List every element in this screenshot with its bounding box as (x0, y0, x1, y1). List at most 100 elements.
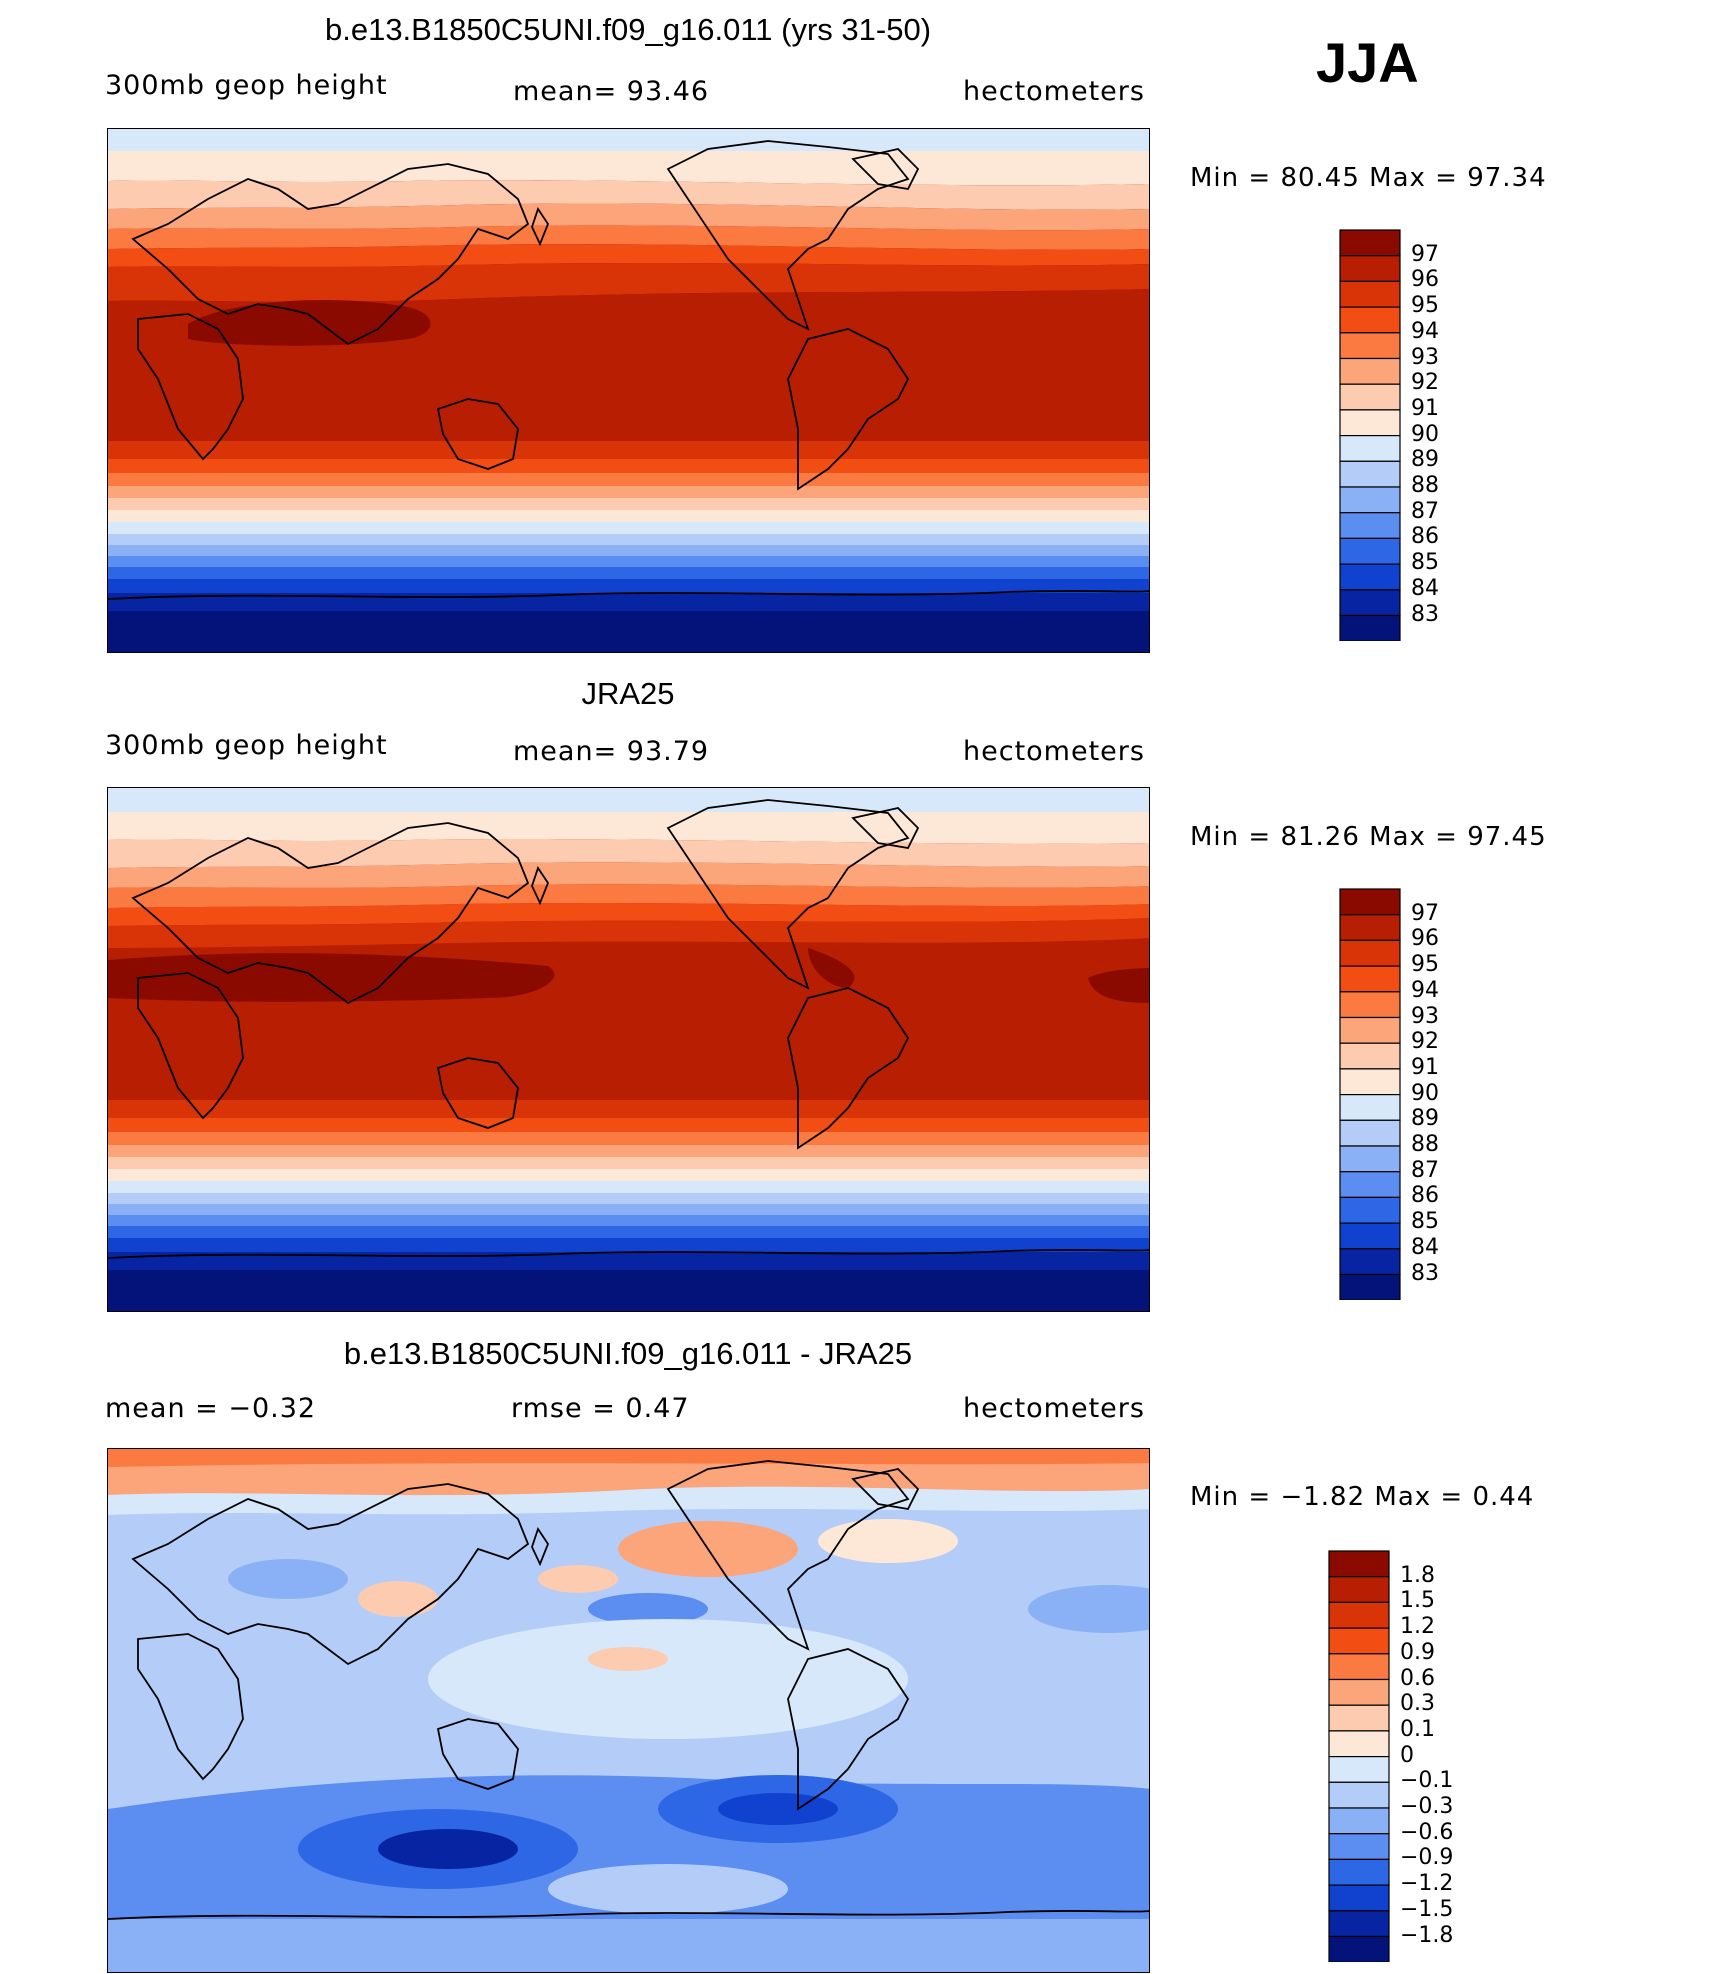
colorbar-swatch (1339, 563, 1401, 591)
panel2-map (107, 787, 1150, 1312)
colorbar-swatch (1339, 1171, 1401, 1199)
colorbar-swatch (1328, 1935, 1390, 1962)
colorbar-swatch (1328, 1807, 1390, 1835)
colorbar-tick-label: 85 (1411, 550, 1439, 576)
colorbar-swatch (1339, 1068, 1401, 1096)
colorbar-swatch (1339, 1248, 1401, 1276)
colorbar-swatch (1328, 1884, 1390, 1912)
colorbar-swatch (1339, 512, 1401, 540)
panel2-minmax: Min = 81.26 Max = 97.45 (1190, 822, 1547, 852)
colorbar-swatch (1339, 589, 1401, 617)
colorbar-tick-label: 84 (1411, 575, 1439, 601)
colorbar-tick-label: 83 (1411, 1260, 1439, 1286)
colorbar-swatch (1339, 614, 1401, 641)
colorbar-swatch (1328, 1781, 1390, 1809)
colorbar-tick-label: 93 (1411, 1003, 1439, 1029)
colorbar-tick-label: 91 (1411, 1054, 1439, 1080)
colorbar-swatch (1339, 991, 1401, 1019)
colorbar-swatch (1328, 1756, 1390, 1783)
panel3-title: b.e13.B1850C5UNI.f09_g16.011 - JRA25 (343, 1336, 913, 1371)
colorbar-swatch (1339, 914, 1401, 942)
colorbar-swatch (1339, 255, 1401, 283)
colorbar-tick-label: 0 (1400, 1742, 1414, 1768)
colorbar-swatch (1339, 435, 1401, 462)
colorbar-swatch (1339, 280, 1401, 308)
colorbar-tick-label: 97 (1411, 241, 1439, 267)
panel3-colorbar (1328, 1550, 1390, 1962)
colorbar-swatch (1339, 888, 1401, 916)
season-label: JJA (1316, 31, 1419, 94)
colorbar-swatch (1339, 1119, 1401, 1147)
colorbar-tick-label: 0.1 (1400, 1716, 1435, 1742)
colorbar-tick-label: −0.6 (1400, 1819, 1454, 1845)
colorbar-swatch (1339, 486, 1401, 514)
colorbar-tick-label: 93 (1411, 344, 1439, 370)
colorbar-swatch (1328, 1678, 1390, 1706)
colorbar-tick-label: −1.2 (1400, 1871, 1454, 1897)
colorbar-tick-label: 92 (1411, 370, 1439, 396)
colorbar-tick-label: 87 (1411, 1157, 1439, 1183)
panel2-variable-label: 300mb geop height (105, 730, 388, 761)
colorbar-swatch (1339, 1196, 1401, 1224)
colorbar-swatch (1339, 229, 1401, 257)
panel1-colorbar (1339, 229, 1401, 641)
colorbar-swatch (1339, 383, 1401, 411)
colorbar-tick-label: 84 (1411, 1234, 1439, 1260)
colorbar-swatch (1328, 1601, 1390, 1629)
colorbar-tick-label: 90 (1411, 1080, 1439, 1106)
panel1-minmax: Min = 80.45 Max = 97.34 (1190, 163, 1547, 193)
colorbar-tick-label: 89 (1411, 447, 1439, 473)
colorbar-tick-label: 90 (1411, 421, 1439, 447)
colorbar-tick-label: 88 (1411, 1132, 1439, 1157)
colorbar-tick-label: 92 (1411, 1029, 1439, 1055)
panel1-units-label: hectometers (963, 76, 1145, 107)
colorbar-tick-label: 89 (1411, 1106, 1439, 1132)
colorbar-swatch (1339, 939, 1401, 967)
colorbar-tick-label: 0.6 (1400, 1665, 1435, 1691)
colorbar-tick-label: −1.8 (1400, 1922, 1454, 1948)
colorbar-tick-label: 86 (1411, 524, 1439, 550)
colorbar-tick-label: 88 (1411, 473, 1439, 498)
panel2-mean-label: mean= 93.79 (513, 736, 710, 767)
colorbar-tick-label: 96 (1411, 267, 1439, 293)
colorbar-tick-label: 97 (1411, 900, 1439, 926)
panel2-title: JRA25 (581, 676, 675, 711)
colorbar-swatch (1339, 1042, 1401, 1070)
colorbar-tick-label: −1.5 (1400, 1896, 1454, 1922)
panel2-colorbar (1339, 888, 1401, 1300)
colorbar-tick-label: 91 (1411, 395, 1439, 421)
colorbar-swatch (1339, 1145, 1401, 1173)
colorbar-swatch (1328, 1858, 1390, 1886)
panel1-variable-label: 300mb geop height (105, 70, 388, 101)
panel3-minmax: Min = −1.82 Max = 0.44 (1190, 1482, 1535, 1512)
colorbar-tick-label: 85 (1411, 1209, 1439, 1235)
colorbar-tick-label: 86 (1411, 1183, 1439, 1209)
colorbar-tick-label: 0.9 (1400, 1639, 1435, 1665)
panel1-map (107, 128, 1150, 653)
colorbar-tick-label: 1.8 (1400, 1562, 1435, 1588)
colorbar-tick-label: 83 (1411, 601, 1439, 627)
colorbar-swatch (1328, 1576, 1390, 1604)
panel3-map (107, 1448, 1150, 1973)
colorbar-swatch (1328, 1730, 1390, 1758)
colorbar-tick-label: 95 (1411, 952, 1439, 978)
colorbar-tick-label: 87 (1411, 498, 1439, 524)
colorbar-swatch (1339, 1016, 1401, 1044)
colorbar-swatch (1339, 357, 1401, 385)
panel3-mean-label: mean = −0.32 (105, 1393, 317, 1424)
colorbar-swatch (1339, 460, 1401, 488)
colorbar-tick-label: −0.3 (1400, 1794, 1454, 1819)
colorbar-tick-label: 94 (1411, 318, 1439, 344)
colorbar-tick-label: 1.5 (1400, 1588, 1435, 1614)
colorbar-tick-label: 94 (1411, 977, 1439, 1003)
panel1-title: b.e13.B1850C5UNI.f09_g16.011 (yrs 31-50) (324, 12, 932, 47)
colorbar-swatch (1339, 965, 1401, 993)
colorbar-swatch (1339, 306, 1401, 334)
colorbar-tick-label: 96 (1411, 926, 1439, 952)
colorbar-tick-label: 1.2 (1400, 1614, 1435, 1640)
colorbar-swatch (1339, 409, 1401, 437)
colorbar-swatch (1328, 1833, 1390, 1861)
colorbar-swatch (1339, 1222, 1401, 1250)
panel3-rmse-label: rmse = 0.47 (511, 1393, 690, 1424)
colorbar-swatch (1328, 1910, 1390, 1938)
